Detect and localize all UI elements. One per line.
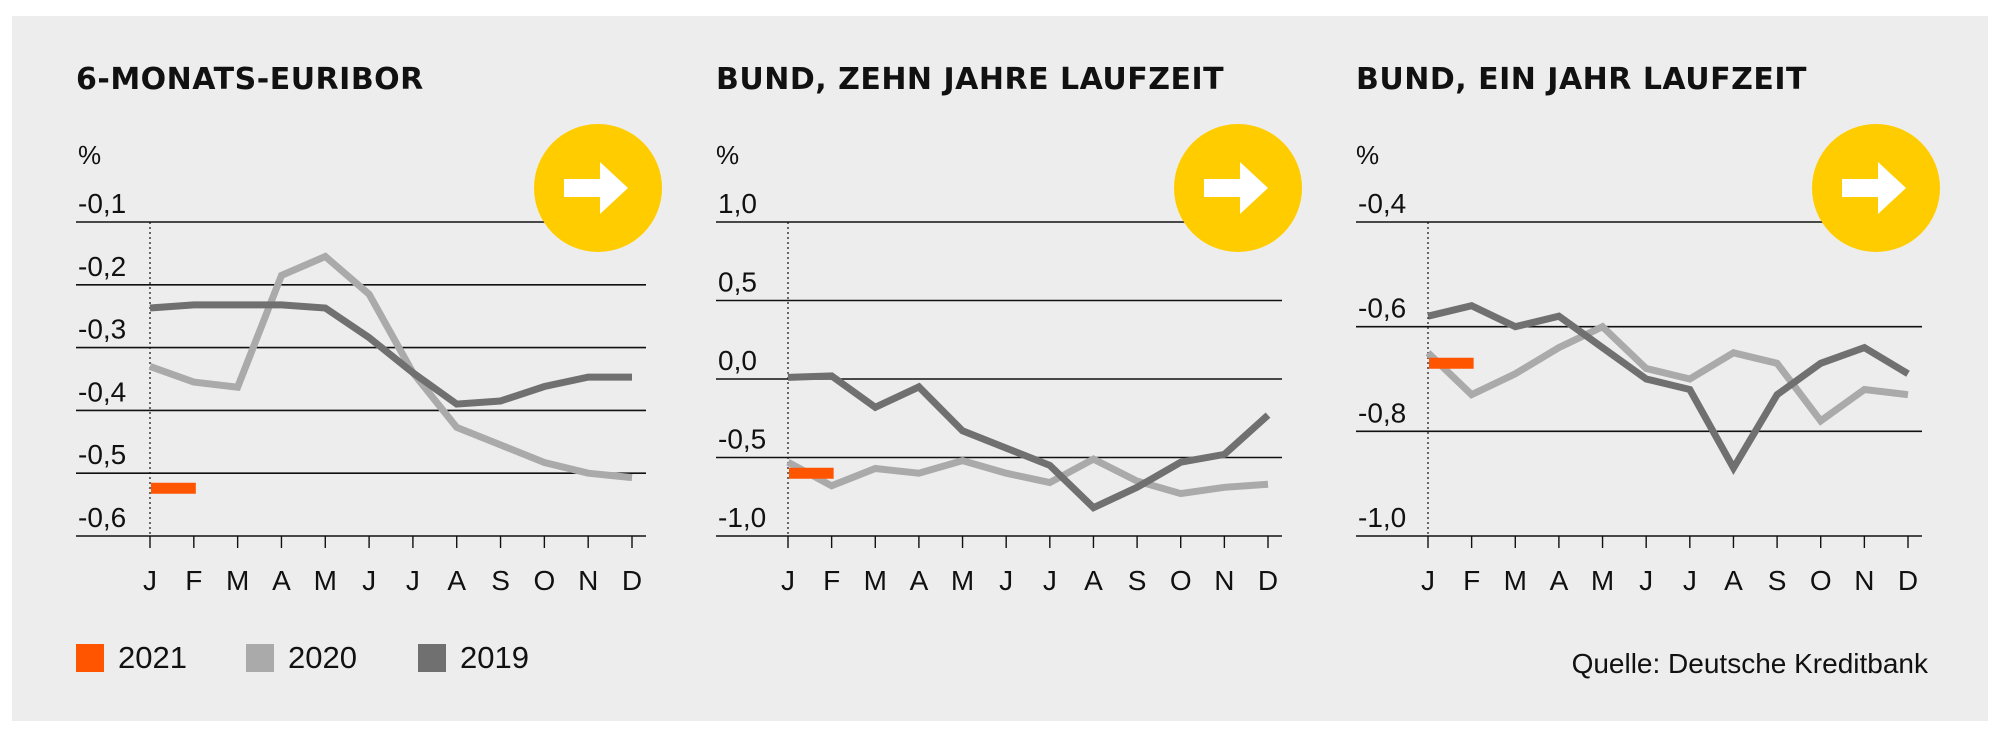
series-2019-line-bund-1y [1427,302,1910,476]
series-2019-line-euribor [149,301,632,408]
x-tick-label-bund-1y: N [1854,565,1874,596]
x-tick-label-euribor: O [533,565,555,596]
x-tick-label-bund-10y: A [1084,565,1103,596]
chart-title-bund-1y: BUND, EIN JAHR LAUFZEIT [1356,62,1807,97]
x-tick-label-euribor: M [314,565,337,596]
unit-label-bund-1y: % [1356,140,1380,170]
right-arrow-icon [1842,162,1906,214]
legend-item-2021: 2021 [76,640,187,676]
series-2019-line-bund-10y [787,372,1271,512]
right-arrow-icon [1204,162,1268,214]
x-tick-label-euribor: M [226,565,249,596]
y-tick-label-bund-10y: -1,0 [718,502,766,533]
y-tick-label-bund-10y: 1,0 [718,188,757,219]
x-tick-label-euribor: J [362,565,376,596]
x-tick-label-bund-1y: O [1810,565,1832,596]
x-tick-label-bund-1y: S [1768,565,1787,596]
x-tick-label-bund-1y: D [1898,565,1918,596]
x-tick-label-euribor: S [491,565,510,596]
y-tick-label-euribor: -0,5 [78,439,126,470]
x-tick-label-bund-10y: J [999,565,1013,596]
unit-label-euribor: % [78,140,102,170]
y-tick-label-bund-10y: -0,5 [718,424,766,455]
legend-item-2019: 2019 [418,640,529,676]
x-tick-label-bund-1y: J [1683,565,1697,596]
legend-label-2020: 2020 [288,640,357,675]
y-tick-label-bund-10y: 0,5 [718,267,757,298]
x-tick-label-bund-10y: O [1170,565,1192,596]
x-tick-label-bund-10y: J [781,565,795,596]
series-2020-line-euribor [148,252,633,482]
y-tick-label-bund-1y: -0,8 [1358,397,1406,428]
chart-title-bund-10y: BUND, ZEHN JAHRE LAUFZEIT [716,62,1225,97]
x-tick-label-bund-10y: J [1043,565,1057,596]
x-tick-label-bund-1y: M [1504,565,1527,596]
right-arrow-icon [564,162,628,214]
y-tick-label-bund-10y: 0,0 [718,345,757,376]
y-tick-label-euribor: -0,6 [78,502,126,533]
legend-label-2021: 2021 [118,640,187,675]
x-tick-label-euribor: A [447,565,466,596]
legend-label-2019: 2019 [460,640,529,675]
source-note: Quelle: Deutsche Kreditbank [1571,648,1928,679]
x-tick-label-bund-1y: A [1724,565,1743,596]
x-tick-label-bund-1y: F [1463,565,1480,596]
y-tick-label-bund-1y: -0,4 [1358,188,1406,219]
y-tick-label-euribor: -0,4 [78,376,126,407]
x-tick-label-euribor: A [272,565,291,596]
x-tick-label-bund-10y: D [1258,565,1278,596]
y-tick-label-euribor: -0,3 [78,314,126,345]
x-tick-label-bund-10y: S [1128,565,1147,596]
series-2020-line-bund-10y [786,455,1269,498]
x-tick-label-euribor: N [578,565,598,596]
x-tick-label-euribor: J [143,565,157,596]
x-tick-label-bund-10y: M [951,565,974,596]
x-tick-label-bund-10y: A [910,565,929,596]
x-tick-label-euribor: D [622,565,642,596]
y-tick-label-bund-1y: -1,0 [1358,502,1406,533]
legend-item-2020: 2020 [246,640,357,676]
x-tick-label-bund-1y: M [1591,565,1614,596]
x-tick-label-euribor: J [406,565,420,596]
x-tick-label-bund-1y: A [1550,565,1569,596]
y-tick-label-euribor: -0,2 [78,251,126,282]
x-tick-label-euribor: F [185,565,202,596]
x-tick-label-bund-1y: J [1421,565,1435,596]
chart-title-euribor: 6-MONATS-EURIBOR [76,62,424,97]
legend-swatch-2021 [76,644,104,672]
x-tick-label-bund-10y: F [823,565,840,596]
series-2020-line-bund-1y [1425,322,1909,426]
x-tick-label-bund-10y: M [864,565,887,596]
y-tick-label-bund-1y: -0,6 [1358,293,1406,324]
legend-swatch-2020 [246,644,274,672]
x-tick-label-bund-10y: N [1214,565,1234,596]
legend-swatch-2019 [418,644,446,672]
unit-label-bund-10y: % [716,140,740,170]
y-tick-label-euribor: -0,1 [78,188,126,219]
x-tick-label-bund-1y: J [1639,565,1653,596]
